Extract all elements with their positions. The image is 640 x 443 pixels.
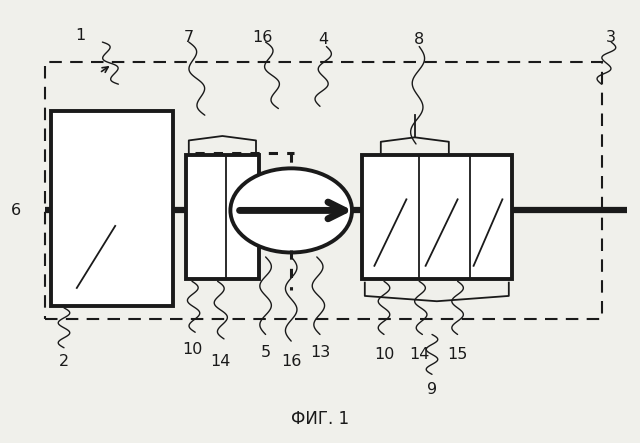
Text: 14: 14 (409, 347, 429, 362)
Circle shape (230, 168, 352, 253)
Text: 10: 10 (182, 342, 202, 358)
Text: 13: 13 (310, 345, 330, 360)
Text: ФИГ. 1: ФИГ. 1 (291, 410, 349, 427)
Text: 16: 16 (252, 30, 273, 45)
Text: 15: 15 (447, 347, 468, 362)
Text: 14: 14 (211, 354, 231, 369)
Text: 8: 8 (414, 32, 424, 47)
Text: 3: 3 (606, 30, 616, 45)
Bar (51, 111, 173, 306)
Text: 10: 10 (374, 347, 394, 362)
Text: 2: 2 (59, 354, 69, 369)
Text: 7: 7 (184, 30, 194, 45)
Text: 16: 16 (281, 354, 301, 369)
Text: 1: 1 (75, 28, 85, 43)
Text: 9: 9 (427, 382, 437, 397)
Text: 4: 4 (318, 32, 328, 47)
Text: 5: 5 (260, 345, 271, 360)
Bar (45, 62, 602, 319)
Bar (186, 155, 259, 279)
Bar (362, 155, 512, 279)
Text: 6: 6 (11, 203, 21, 218)
